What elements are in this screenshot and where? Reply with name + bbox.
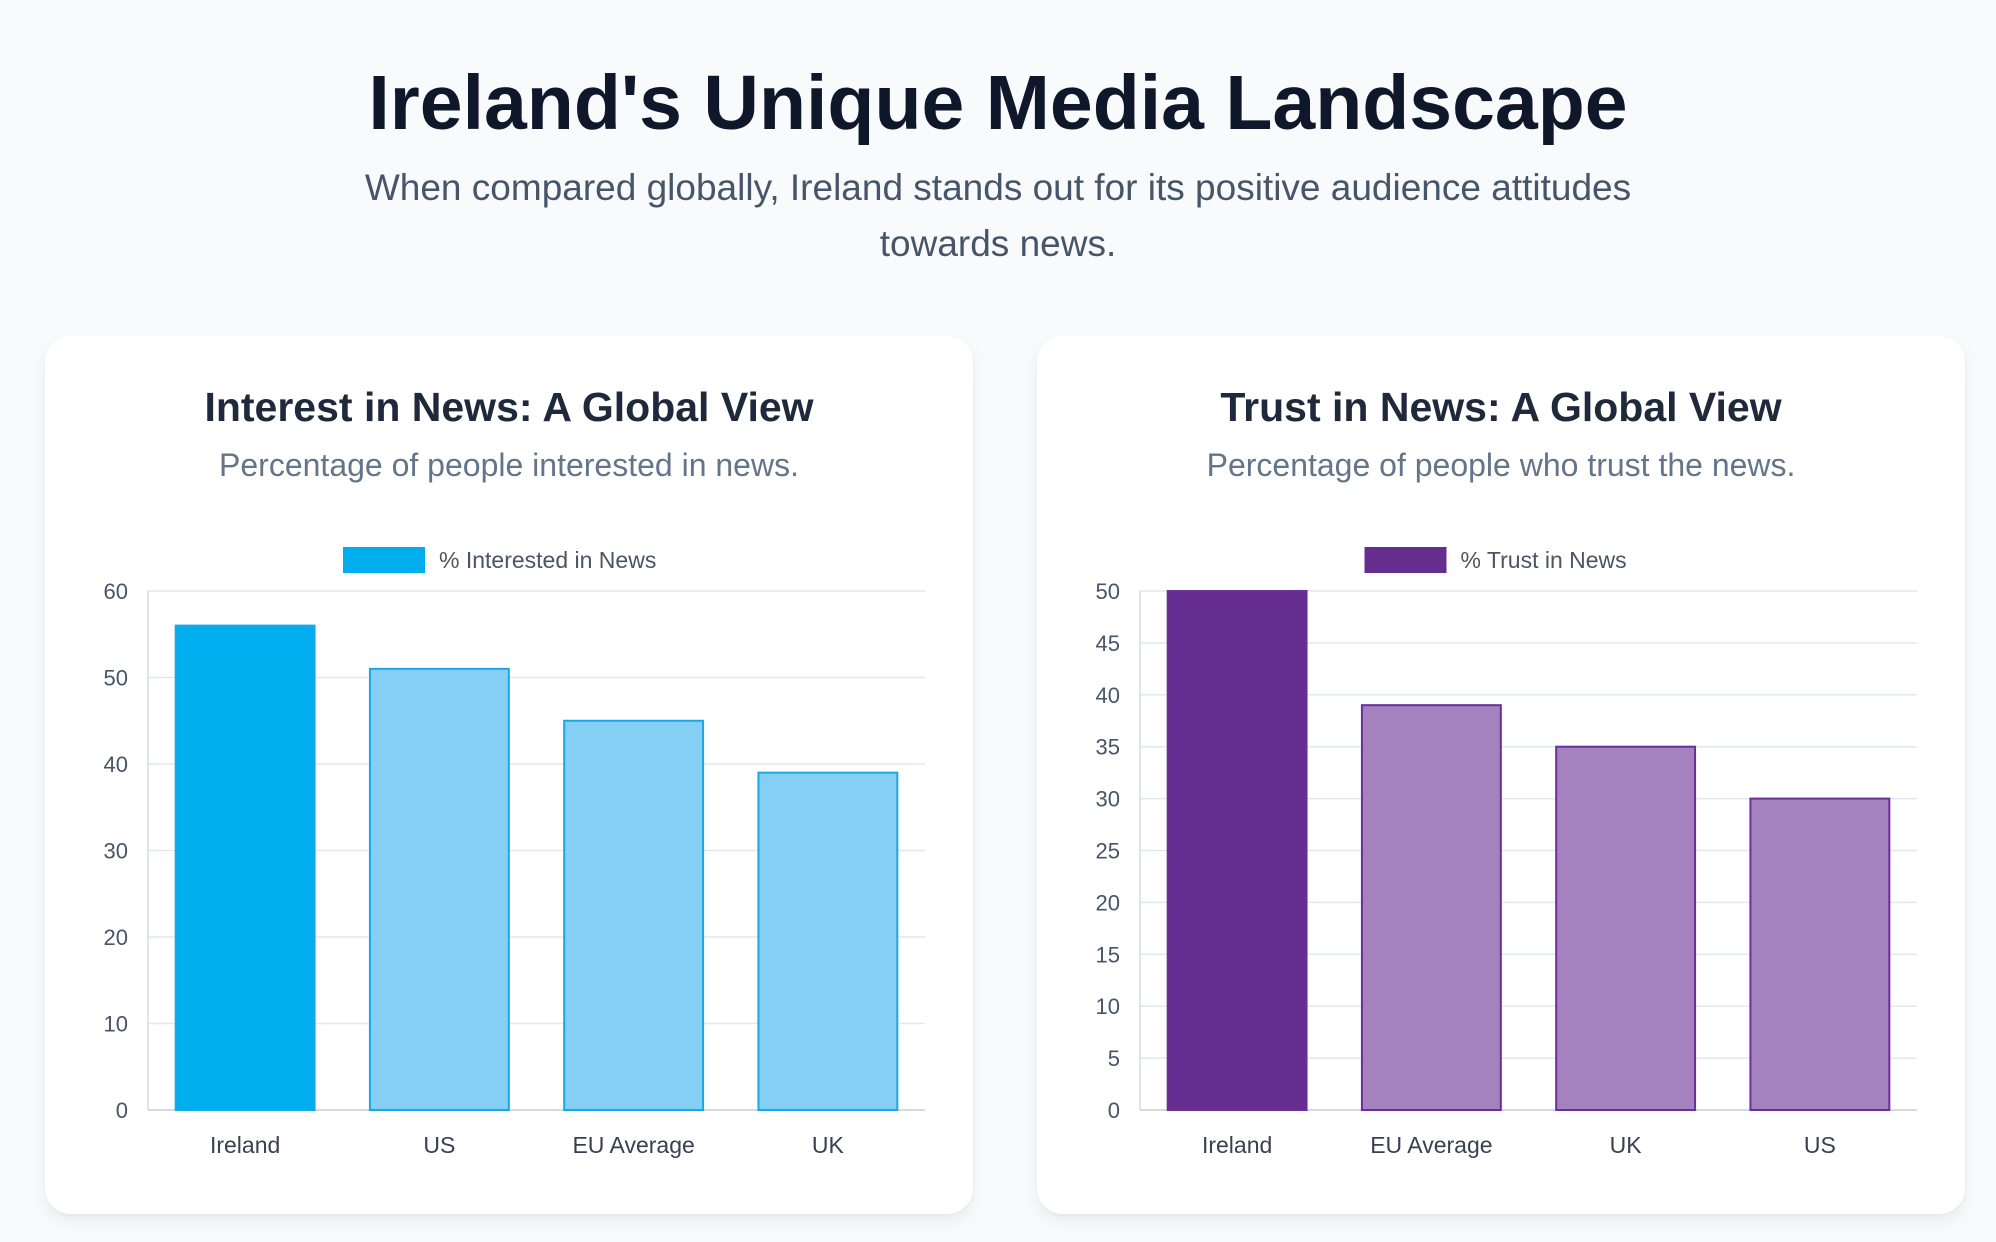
trust-chart-card: Trust in News: A Global View Percentage … (1037, 336, 1965, 1214)
y-tick-label: 0 (116, 1098, 128, 1123)
bar-eu-average (563, 719, 705, 1111)
bar-uk (757, 771, 899, 1111)
y-tick-label: 10 (104, 1012, 128, 1037)
y-tick-label: 50 (104, 666, 128, 691)
x-tick-label: EU Average (1370, 1132, 1492, 1158)
y-tick-label: 50 (1096, 579, 1120, 604)
bar-ireland (1166, 590, 1308, 1111)
y-tick-label: 10 (1096, 994, 1120, 1019)
y-tick-label: 60 (104, 579, 128, 604)
interest-chart-title: Interest in News: A Global View (204, 384, 814, 430)
x-tick-label: UK (812, 1132, 845, 1158)
y-tick-label: 5 (1108, 1046, 1120, 1071)
legend-swatch (1364, 547, 1447, 573)
y-tick-label: 25 (1096, 839, 1120, 864)
x-tick-label: Ireland (210, 1132, 280, 1158)
x-tick-label: US (1804, 1132, 1836, 1158)
legend-label: % Trust in News (1461, 547, 1627, 573)
y-tick-label: 40 (104, 752, 128, 777)
y-tick-label: 45 (1096, 631, 1120, 656)
legend-label: % Interested in News (439, 547, 656, 573)
trust-chart-subtitle: Percentage of people who trust the news. (1206, 447, 1796, 483)
page-subtitle: When compared globally, Ireland stands o… (364, 167, 1632, 264)
bar-uk (1555, 745, 1697, 1111)
bar-us (368, 667, 510, 1111)
interest-chart-card: Interest in News: A Global View Percenta… (45, 336, 973, 1214)
x-tick-label: UK (1610, 1132, 1643, 1158)
interest-bar-chart: % Interested in News 0 10 20 30 40 50 60 Ireland… (104, 547, 925, 1158)
legend-swatch (343, 547, 425, 573)
x-tick-label: Ireland (1202, 1132, 1272, 1158)
bar-ireland (174, 624, 316, 1111)
trust-bar-chart: % Trust in News 0 5 10 15 20 25 30 35 40 45 50 Irela… (1096, 547, 1917, 1158)
x-tick-label: EU Average (572, 1132, 694, 1158)
trust-chart-title: Trust in News: A Global View (1220, 384, 1782, 430)
y-tick-label: 15 (1096, 942, 1120, 967)
bar-us (1749, 797, 1891, 1111)
y-tick-label: 40 (1096, 683, 1120, 708)
y-tick-label: 20 (104, 925, 128, 950)
x-tick-label: US (423, 1132, 455, 1158)
y-tick-label: 20 (1096, 890, 1120, 915)
y-tick-label: 35 (1096, 735, 1120, 760)
bar-eu-average (1360, 704, 1502, 1111)
y-tick-label: 30 (1096, 787, 1120, 812)
y-tick-label: 30 (104, 839, 128, 864)
chart-legend: % Interested in News (343, 547, 656, 573)
page-title: Ireland's Unique Media Landscape (368, 60, 1628, 146)
y-tick-label: 0 (1108, 1098, 1120, 1123)
interest-chart-subtitle: Percentage of people interested in news. (219, 447, 799, 483)
chart-legend: % Trust in News (1364, 547, 1627, 573)
